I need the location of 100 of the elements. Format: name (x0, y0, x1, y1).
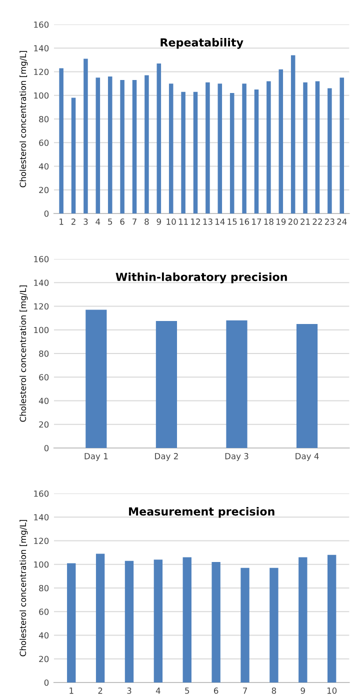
bar (154, 560, 163, 682)
y-tick-label: 0 (44, 210, 49, 217)
x-tick-label: 6 (214, 688, 218, 694)
bar (242, 84, 246, 214)
x-tick-label: 7 (243, 688, 247, 694)
bar (266, 81, 271, 214)
text: Measurement precision (129, 507, 274, 518)
x-tick-label: 1 (70, 688, 74, 694)
y-tick-label: 80 (39, 116, 49, 122)
x-tick-label: 4 (156, 688, 160, 694)
bar (59, 68, 64, 214)
bar (230, 93, 234, 214)
x-tick-label: 2 (98, 688, 102, 694)
bar (218, 84, 222, 214)
bar (328, 88, 332, 214)
bar (181, 92, 186, 214)
y-tick-label: 20 (39, 656, 49, 662)
y-tick-label: 0 (44, 444, 49, 452)
bar (278, 69, 284, 214)
x-tick-label: 19 (276, 218, 286, 225)
bar (144, 75, 149, 214)
bar (182, 557, 192, 682)
y-tick-label: 160 (34, 21, 49, 28)
bar (156, 63, 162, 214)
x-tick-label: 7 (132, 218, 136, 225)
x-tick-label: Day 2 (155, 453, 178, 461)
bar (298, 557, 308, 682)
y-tick-label: 60 (39, 608, 49, 615)
y-tick-label: 140 (34, 45, 49, 52)
y-axis-title: Cholesterol concentration [mg/L] (20, 51, 28, 188)
text: Repeatability (160, 38, 244, 49)
x-tick-label: 8 (272, 688, 276, 694)
x-tick-label: 18 (264, 218, 274, 225)
x-tick-label: 12 (191, 218, 200, 225)
y-tick-label: 60 (39, 374, 49, 380)
x-tick-label: 2 (71, 218, 76, 225)
x-tick-label: 16 (240, 218, 250, 225)
bar (206, 82, 210, 214)
bar (84, 58, 88, 214)
x-tick-label: Day 1 (84, 453, 108, 461)
bar (156, 321, 177, 448)
x-tick-label: 17 (252, 218, 262, 225)
bar (120, 80, 124, 214)
y-tick-label: 100 (34, 561, 49, 568)
x-tick-label: 11 (178, 218, 188, 225)
y-tick-label: 40 (38, 163, 49, 170)
y-tick-label: 140 (34, 514, 49, 520)
y-axis-title: Cholesterol concentration [mg/L] (20, 520, 28, 656)
x-tick-label: 9 (300, 688, 305, 694)
y-tick-label: 80 (39, 350, 49, 357)
bar (226, 320, 248, 448)
x-tick-label: 4 (96, 218, 100, 225)
x-tick-label: Day 4 (296, 453, 319, 461)
bar (168, 84, 174, 214)
text: Within-laboratory precision (116, 272, 287, 284)
bar (96, 554, 105, 682)
y-tick-label: 120 (34, 303, 49, 310)
y-tick-label: 160 (34, 256, 49, 262)
bar (67, 563, 76, 682)
y-tick-label: 40 (38, 398, 49, 404)
x-tick-label: 6 (120, 218, 124, 225)
y-tick-label: 20 (39, 186, 49, 194)
bar (108, 76, 112, 214)
bar (124, 560, 134, 682)
x-tick-label: 20 (288, 218, 298, 225)
x-tick-label: 23 (324, 218, 334, 225)
y-axis-title: Cholesterol concentration [mg/L] (20, 286, 28, 422)
bar (270, 568, 278, 682)
y-tick-label: 80 (39, 584, 49, 592)
bar (303, 82, 308, 214)
x-tick-label: 5 (185, 688, 190, 694)
y-tick-label: 40 (38, 632, 49, 639)
bar (327, 554, 336, 682)
y-tick-label: 120 (34, 538, 49, 544)
bar (254, 89, 259, 214)
x-tick-label: 14 (216, 218, 225, 225)
bar (96, 78, 100, 214)
y-tick-label: 140 (34, 280, 49, 286)
bar (71, 98, 76, 214)
x-tick-label: 21 (300, 218, 310, 225)
x-tick-label: 5 (108, 218, 112, 225)
y-tick-label: 160 (34, 490, 49, 497)
x-tick-label: 10 (327, 688, 337, 694)
bar (193, 92, 198, 214)
x-tick-label: 9 (156, 218, 161, 225)
bar (340, 78, 344, 214)
bar (290, 55, 296, 214)
x-tick-label: 3 (127, 688, 132, 694)
bar (132, 80, 137, 214)
y-tick-label: 120 (34, 68, 49, 76)
x-tick-label: 15 (228, 218, 237, 225)
x-tick-label: 8 (144, 218, 149, 225)
bar (296, 324, 318, 448)
y-tick-label: 20 (39, 421, 49, 428)
bar (86, 310, 107, 448)
x-tick-label: Day 3 (225, 453, 248, 461)
x-tick-label: 1 (60, 218, 64, 225)
x-tick-label: 24 (337, 218, 347, 225)
x-tick-label: 13 (203, 218, 212, 225)
x-tick-label: 10 (166, 218, 176, 225)
